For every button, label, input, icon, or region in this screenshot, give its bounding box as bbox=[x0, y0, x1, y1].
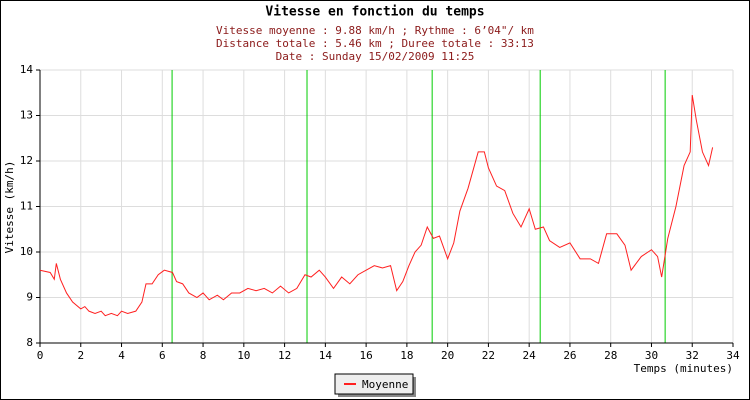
legend bbox=[334, 373, 414, 395]
y-tick-label: 8 bbox=[26, 336, 33, 349]
x-tick-label: 30 bbox=[645, 349, 658, 362]
line bbox=[39, 94, 714, 317]
x-tick-label: 32 bbox=[686, 349, 699, 362]
x-tick-label: 12 bbox=[278, 349, 291, 362]
x-tick-label: 14 bbox=[319, 349, 333, 362]
x-tick-label: 18 bbox=[400, 349, 413, 362]
subtitle: Vitesse moyenne : 9.88 km/h ; Rythme : 6… bbox=[216, 24, 534, 37]
x-tick-label: 26 bbox=[563, 349, 576, 362]
y-tick-label: 12 bbox=[20, 154, 33, 167]
subtitle: Date : Sunday 15/02/2009 11:25 bbox=[276, 50, 475, 63]
y-tick-label: 13 bbox=[20, 109, 33, 122]
x-tick-label: 20 bbox=[441, 349, 454, 362]
chart-title: Vitesse en fonction du temps bbox=[265, 5, 484, 20]
x-tick-label: 2 bbox=[77, 349, 84, 362]
x-axis-label: Temps (minutes) bbox=[634, 362, 733, 375]
x-tick-label: 24 bbox=[523, 349, 537, 362]
x-tick-label: 34 bbox=[726, 349, 740, 362]
x-tick-label: 6 bbox=[159, 349, 166, 362]
subtitle: Distance totale : 5.46 km ; Duree totale… bbox=[216, 37, 534, 50]
y-tick-label: 9 bbox=[26, 291, 33, 304]
y-tick-label: 10 bbox=[20, 245, 33, 258]
x-tick-label: 4 bbox=[118, 349, 125, 362]
y-tick-label: 14 bbox=[20, 63, 34, 76]
x-tick-label: 28 bbox=[604, 349, 617, 362]
y-tick-label: 11 bbox=[20, 200, 33, 213]
x-tick-label: 0 bbox=[37, 349, 44, 362]
y-axis-label: Vitesse (km/h) bbox=[3, 161, 16, 254]
x-tick-label: 10 bbox=[237, 349, 250, 362]
legend-label: Moyenne bbox=[362, 378, 408, 391]
x-tick-label: 8 bbox=[200, 349, 207, 362]
x-tick-label: 22 bbox=[482, 349, 495, 362]
x-tick-label: 16 bbox=[359, 349, 372, 362]
